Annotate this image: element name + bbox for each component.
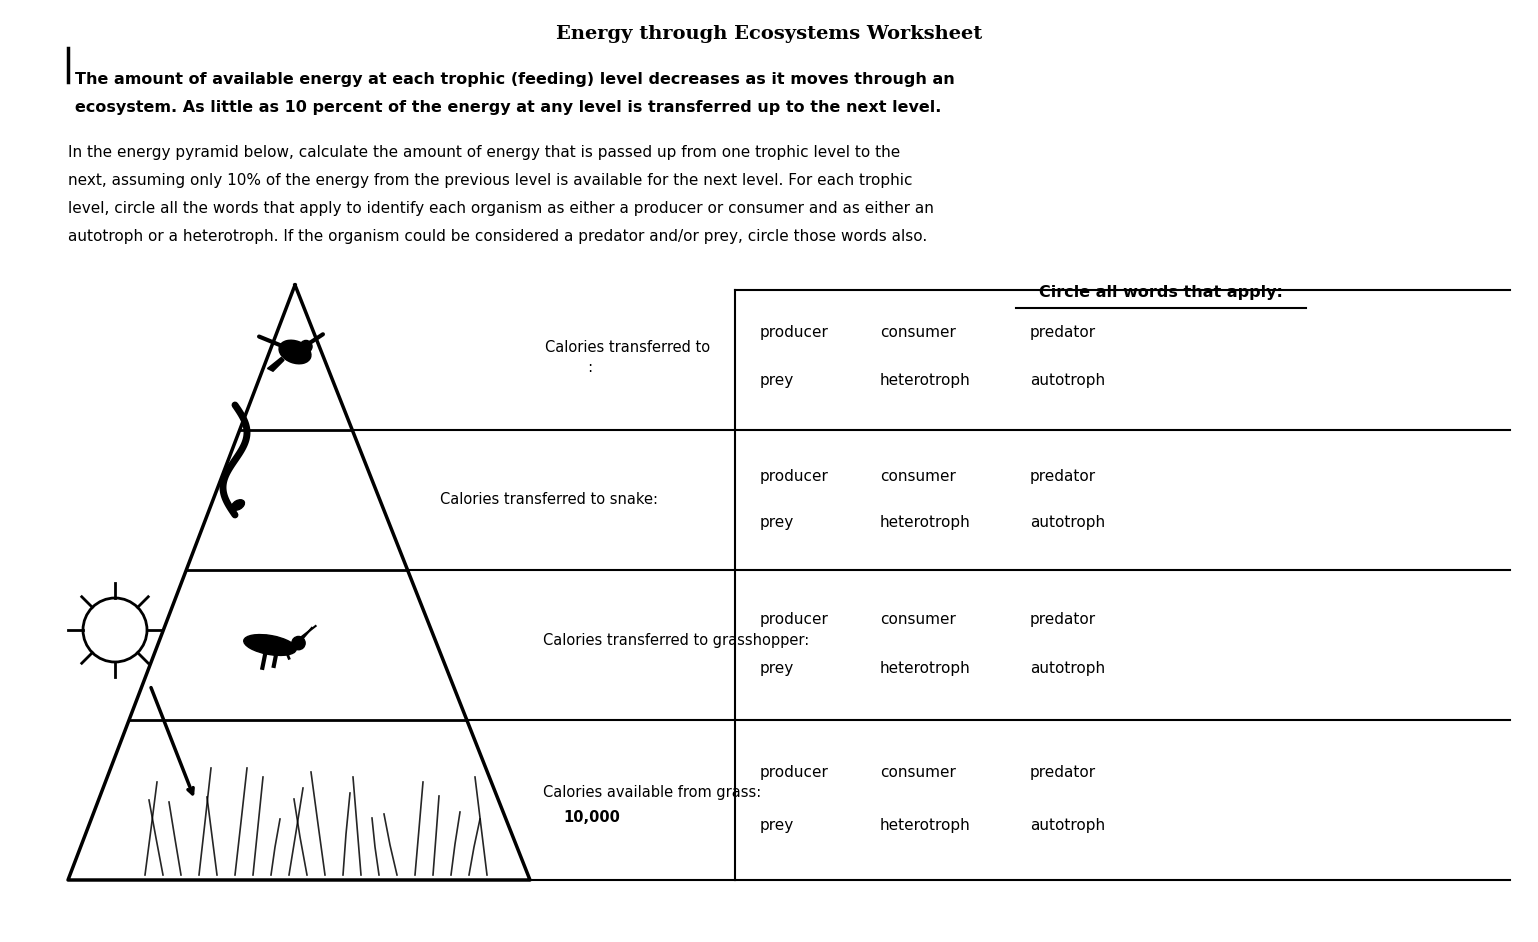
Text: predator: predator [1030, 765, 1097, 780]
Text: prey: prey [760, 515, 794, 530]
FancyArrowPatch shape [258, 336, 288, 348]
Text: autotroph: autotroph [1030, 818, 1106, 833]
Text: producer: producer [760, 765, 829, 780]
Text: producer: producer [760, 612, 829, 627]
Text: consumer: consumer [880, 765, 957, 780]
Ellipse shape [278, 340, 311, 364]
Text: consumer: consumer [880, 325, 957, 340]
Text: next, assuming only 10% of the energy from the previous level is available for t: next, assuming only 10% of the energy fr… [68, 173, 912, 188]
Text: Calories transferred to snake:: Calories transferred to snake: [440, 493, 658, 508]
Polygon shape [268, 358, 285, 371]
Text: autotroph: autotroph [1030, 515, 1106, 530]
Text: prey: prey [760, 373, 794, 388]
Text: autotroph: autotroph [1030, 373, 1106, 388]
Text: prey: prey [760, 661, 794, 676]
Text: consumer: consumer [880, 612, 957, 627]
Text: heterotroph: heterotroph [880, 661, 970, 676]
Text: heterotroph: heterotroph [880, 373, 970, 388]
Text: heterotroph: heterotroph [880, 515, 970, 530]
Text: In the energy pyramid below, calculate the amount of energy that is passed up fr: In the energy pyramid below, calculate t… [68, 145, 900, 160]
Text: Calories available from grass:: Calories available from grass: [543, 785, 761, 800]
Text: Circle all words that apply:: Circle all words that apply: [1040, 285, 1283, 300]
Text: predator: predator [1030, 325, 1097, 340]
Ellipse shape [243, 635, 297, 656]
Text: autotroph: autotroph [1030, 661, 1106, 676]
Ellipse shape [300, 340, 312, 352]
Text: producer: producer [760, 325, 829, 340]
Text: ecosystem. As little as 10 percent of the energy at any level is transferred up : ecosystem. As little as 10 percent of th… [75, 100, 941, 115]
Text: consumer: consumer [880, 469, 957, 483]
Text: :: : [564, 361, 594, 376]
Text: predator: predator [1030, 469, 1097, 483]
Text: 10,000: 10,000 [563, 810, 620, 825]
FancyArrowPatch shape [303, 334, 323, 348]
Text: Energy through Ecosystems Worksheet: Energy through Ecosystems Worksheet [555, 25, 983, 43]
Text: level, circle all the words that apply to identify each organism as either a pro: level, circle all the words that apply t… [68, 201, 934, 216]
Ellipse shape [292, 637, 305, 650]
Ellipse shape [232, 500, 245, 511]
Text: producer: producer [760, 469, 829, 483]
Text: autotroph or a heterotroph. If the organism could be considered a predator and/o: autotroph or a heterotroph. If the organ… [68, 229, 927, 244]
Text: The amount of available energy at each trophic (feeding) level decreases as it m: The amount of available energy at each t… [75, 72, 955, 87]
Text: Calories transferred to: Calories transferred to [544, 340, 711, 355]
Text: prey: prey [760, 818, 794, 833]
Text: predator: predator [1030, 612, 1097, 627]
Text: heterotroph: heterotroph [880, 818, 970, 833]
Text: Calories transferred to grasshopper:: Calories transferred to grasshopper: [543, 632, 809, 647]
